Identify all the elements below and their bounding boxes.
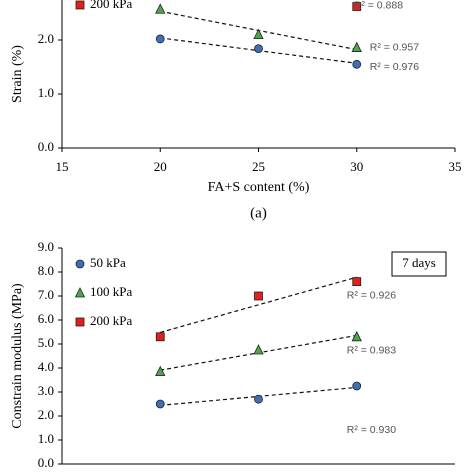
data-point	[155, 332, 165, 342]
data-point	[254, 394, 263, 404]
caption: (a)	[250, 205, 267, 221]
data-point	[254, 44, 263, 54]
x-tick-label: 20	[154, 159, 167, 174]
legend-label: 50 kPa	[90, 255, 126, 270]
x-tick-label: 25	[252, 159, 265, 174]
y-tick-label: 5.0	[38, 335, 54, 350]
y-tick-label: 7.0	[38, 287, 54, 302]
trendline	[160, 276, 357, 333]
y-tick-label: 4.0	[38, 359, 54, 374]
r-squared: R² = 0.930	[347, 424, 396, 436]
y-tick-label: 8.0	[38, 263, 54, 278]
data-point	[253, 28, 264, 39]
data-point	[352, 277, 362, 287]
data-point	[155, 3, 166, 14]
y-tick-label: 1.0	[38, 85, 54, 100]
r-squared: R² = 0.888	[354, 0, 403, 11]
data-point	[352, 59, 362, 69]
data-point	[352, 381, 362, 391]
legend-marker	[75, 317, 85, 327]
y-tick-label: 2.0	[38, 31, 54, 46]
y-tick-label: 1.0	[38, 431, 54, 446]
r-squared: R² = 0.957	[370, 41, 419, 53]
y-tick-label: 0.0	[38, 455, 54, 470]
data-point	[254, 291, 263, 301]
x-tick-label: 15	[56, 159, 69, 174]
x-tick-label: 30	[350, 159, 363, 174]
data-point	[253, 344, 264, 355]
data-point	[352, 2, 362, 11]
r-squared: R² = 0.976	[370, 61, 419, 73]
data-point	[155, 365, 166, 377]
y-tick-label: 0.0	[38, 139, 54, 154]
legend-marker	[74, 287, 86, 298]
r-squared: R² = 0.926	[347, 289, 396, 301]
data-point	[351, 41, 362, 52]
legend-label: 200 kPa	[90, 0, 132, 11]
legend-marker	[75, 259, 85, 269]
data-point	[155, 399, 165, 409]
data-point	[155, 34, 165, 44]
data-point	[351, 330, 362, 342]
y-tick-label: 6.0	[38, 311, 54, 326]
y-axis-label: Strain (%)	[10, 45, 25, 103]
note: 7 days	[402, 255, 436, 270]
legend-label: 100 kPa	[90, 284, 132, 299]
y-tick-label: 9.0	[38, 239, 54, 254]
x-tick-label: 35	[449, 159, 462, 174]
legend-label: 200 kPa	[90, 313, 132, 328]
y-tick-label: 3.0	[38, 383, 54, 398]
legend-marker	[75, 0, 85, 10]
x-axis-label: FA+S content (%)	[208, 180, 310, 195]
y-axis-label: Constrain modulus (MPa)	[10, 283, 25, 429]
note-box	[391, 251, 447, 277]
r-squared: R² = 0.983	[347, 345, 396, 357]
y-tick-label: 2.0	[38, 407, 54, 422]
